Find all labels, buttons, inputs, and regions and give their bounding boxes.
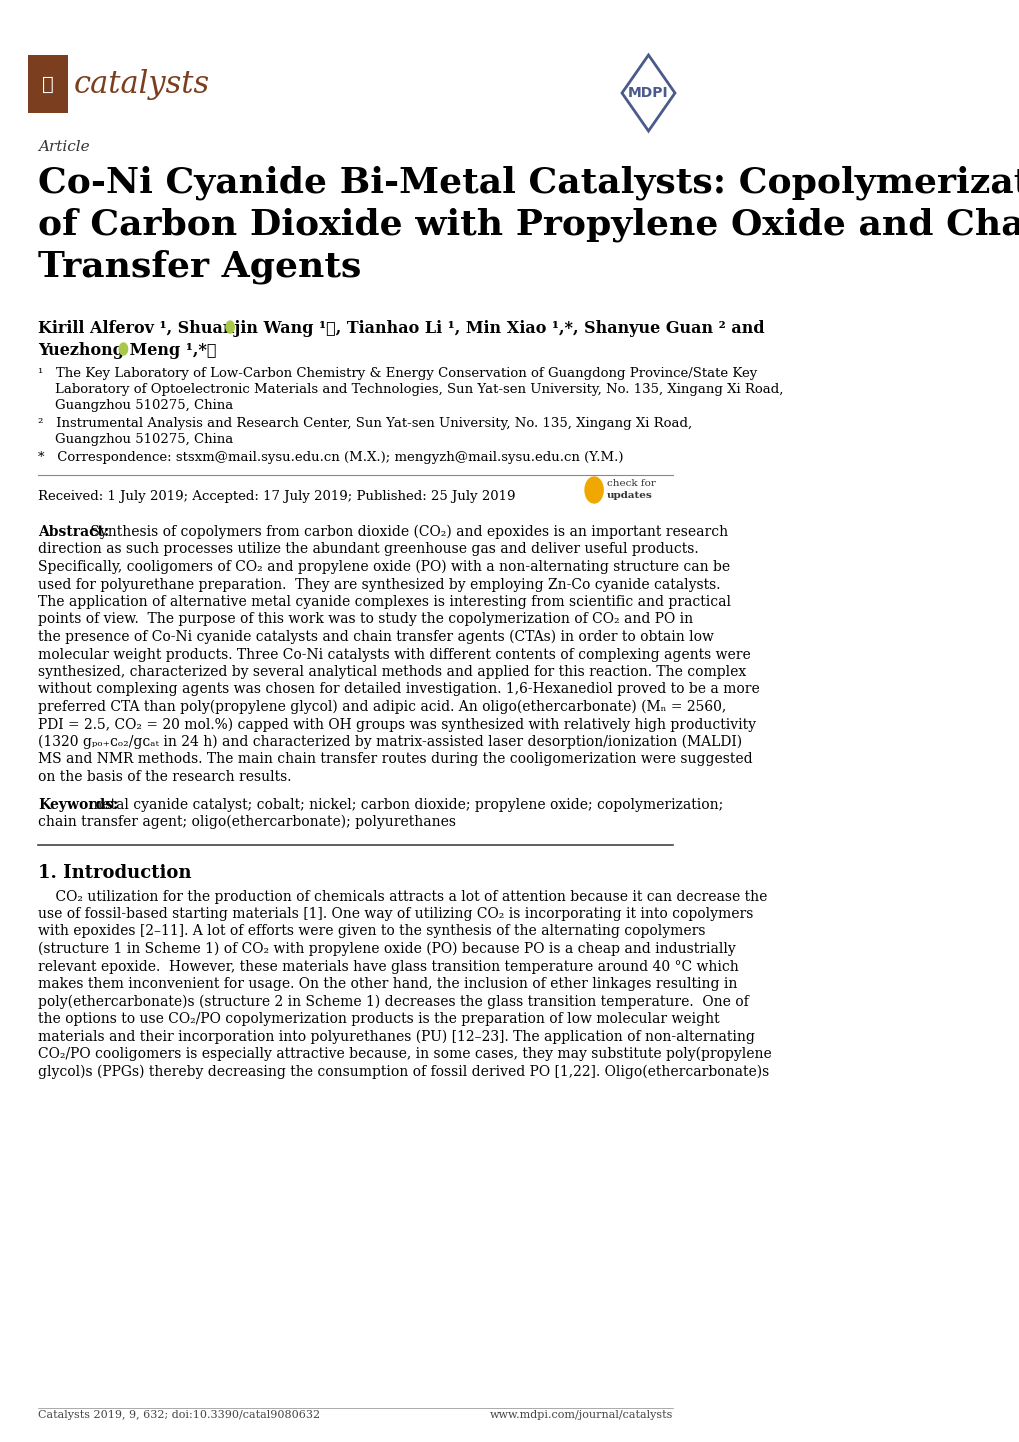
- Text: the presence of Co-Ni cyanide catalysts and chain transfer agents (CTAs) in orde: the presence of Co-Ni cyanide catalysts …: [39, 630, 713, 645]
- Text: used for polyurethane preparation.  They are synthesized by employing Zn-Co cyan: used for polyurethane preparation. They …: [39, 577, 720, 591]
- Text: on the basis of the research results.: on the basis of the research results.: [39, 770, 291, 784]
- Text: chain transfer agent; oligo(ethercarbonate); polyurethanes: chain transfer agent; oligo(ethercarbona…: [39, 815, 455, 829]
- Text: molecular weight products. Three Co-Ni catalysts with different contents of comp: molecular weight products. Three Co-Ni c…: [39, 647, 750, 662]
- Text: without complexing agents was chosen for detailed investigation. 1,6-Hexanediol : without complexing agents was chosen for…: [39, 682, 759, 696]
- Text: relevant epoxide.  However, these materials have glass transition temperature ar: relevant epoxide. However, these materia…: [39, 959, 739, 973]
- Text: CO₂/PO cooligomers is especially attractive because, in some cases, they may sub: CO₂/PO cooligomers is especially attract…: [39, 1047, 771, 1061]
- Text: 1. Introduction: 1. Introduction: [39, 865, 192, 883]
- Text: (1320 gₚₒ₊ᴄₒ₂/gᴄₐₜ in 24 h) and characterized by matrix-assisted laser desorptio: (1320 gₚₒ₊ᴄₒ₂/gᴄₐₜ in 24 h) and characte…: [39, 735, 742, 750]
- Text: Guangzhou 510275, China: Guangzhou 510275, China: [39, 433, 233, 446]
- Circle shape: [225, 322, 234, 333]
- Text: 🧪: 🧪: [42, 75, 54, 94]
- Text: iD: iD: [120, 346, 126, 352]
- Text: updates: updates: [606, 492, 652, 500]
- Text: with epoxides [2–11]. A lot of efforts were given to the synthesis of the altern: with epoxides [2–11]. A lot of efforts w…: [39, 924, 705, 939]
- Text: MS and NMR methods. The main chain transfer routes during the cooligomerization : MS and NMR methods. The main chain trans…: [39, 753, 752, 767]
- Text: PDI = 2.5, CO₂ = 20 mol.%) capped with OH groups was synthesized with relatively: PDI = 2.5, CO₂ = 20 mol.%) capped with O…: [39, 718, 756, 733]
- Text: Co-Ni Cyanide Bi-Metal Catalysts: Copolymerization: Co-Ni Cyanide Bi-Metal Catalysts: Copoly…: [39, 164, 1019, 199]
- Text: Transfer Agents: Transfer Agents: [39, 249, 362, 284]
- Text: materials and their incorporation into polyurethanes (PU) [12–23]. The applicati: materials and their incorporation into p…: [39, 1030, 754, 1044]
- Text: Specifically, cooligomers of CO₂ and propylene oxide (PO) with a non-alternating: Specifically, cooligomers of CO₂ and pro…: [39, 559, 730, 574]
- Text: Kirill Alferov ¹, Shuanjin Wang ¹ⓘ, Tianhao Li ¹, Min Xiao ¹,*, Shanyue Guan ² a: Kirill Alferov ¹, Shuanjin Wang ¹ⓘ, Tian…: [39, 320, 764, 337]
- Text: poly(ethercarbonate)s (structure 2 in Scheme 1) decreases the glass transition t: poly(ethercarbonate)s (structure 2 in Sc…: [39, 995, 748, 1009]
- Text: ✓: ✓: [587, 482, 600, 499]
- Text: www.mdpi.com/journal/catalysts: www.mdpi.com/journal/catalysts: [489, 1410, 673, 1420]
- Text: *   Correspondence: stsxm@mail.sysu.edu.cn (M.X.); mengyzh@mail.sysu.edu.cn (Y.M: * Correspondence: stsxm@mail.sysu.edu.cn…: [39, 451, 624, 464]
- Text: Abstract:: Abstract:: [39, 525, 109, 539]
- Text: metal cyanide catalyst; cobalt; nickel; carbon dioxide; propylene oxide; copolym: metal cyanide catalyst; cobalt; nickel; …: [89, 797, 722, 812]
- Text: Catalysts 2019, 9, 632; doi:10.3390/catal9080632: Catalysts 2019, 9, 632; doi:10.3390/cata…: [39, 1410, 320, 1420]
- Text: of Carbon Dioxide with Propylene Oxide and Chain: of Carbon Dioxide with Propylene Oxide a…: [39, 208, 1019, 241]
- Text: iD: iD: [226, 324, 233, 330]
- Text: (structure 1 in Scheme 1) of CO₂ with propylene oxide (PO) because PO is a cheap: (structure 1 in Scheme 1) of CO₂ with pr…: [39, 942, 736, 956]
- Text: Keywords:: Keywords:: [39, 797, 118, 812]
- Text: Yuezhong Meng ¹,*ⓘ: Yuezhong Meng ¹,*ⓘ: [39, 342, 217, 359]
- Text: Article: Article: [39, 140, 90, 154]
- Polygon shape: [622, 55, 675, 131]
- Text: check for: check for: [606, 480, 655, 489]
- Text: preferred CTA than poly(propylene glycol) and adipic acid. An oligo(ethercarbona: preferred CTA than poly(propylene glycol…: [39, 699, 726, 714]
- Text: points of view.  The purpose of this work was to study the copolymerization of C: points of view. The purpose of this work…: [39, 613, 693, 626]
- FancyBboxPatch shape: [28, 55, 68, 112]
- Text: MDPI: MDPI: [628, 87, 668, 99]
- Text: ²   Instrumental Analysis and Research Center, Sun Yat-sen University, No. 135, : ² Instrumental Analysis and Research Cen…: [39, 417, 692, 430]
- Text: ¹   The Key Laboratory of Low-Carbon Chemistry & Energy Conservation of Guangdon: ¹ The Key Laboratory of Low-Carbon Chemi…: [39, 368, 757, 381]
- Text: use of fossil-based starting materials [1]. One way of utilizing CO₂ is incorpor: use of fossil-based starting materials […: [39, 907, 753, 921]
- Text: makes them inconvenient for usage. On the other hand, the inclusion of ether lin: makes them inconvenient for usage. On th…: [39, 978, 737, 991]
- Text: Received: 1 July 2019; Accepted: 17 July 2019; Published: 25 July 2019: Received: 1 July 2019; Accepted: 17 July…: [39, 490, 516, 503]
- Text: glycol)s (PPGs) thereby decreasing the consumption of fossil derived PO [1,22]. : glycol)s (PPGs) thereby decreasing the c…: [39, 1064, 769, 1079]
- Text: synthesized, characterized by several analytical methods and applied for this re: synthesized, characterized by several an…: [39, 665, 746, 679]
- Circle shape: [585, 477, 602, 503]
- Text: CO₂ utilization for the production of chemicals attracts a lot of attention beca: CO₂ utilization for the production of ch…: [39, 890, 767, 904]
- Text: catalysts: catalysts: [73, 69, 210, 99]
- Circle shape: [119, 343, 127, 355]
- Text: the options to use CO₂/PO copolymerization products is the preparation of low mo: the options to use CO₂/PO copolymerizati…: [39, 1012, 719, 1027]
- Text: The application of alternative metal cyanide complexes is interesting from scien: The application of alternative metal cya…: [39, 596, 731, 609]
- Text: Guangzhou 510275, China: Guangzhou 510275, China: [39, 399, 233, 412]
- Text: direction as such processes utilize the abundant greenhouse gas and deliver usef: direction as such processes utilize the …: [39, 542, 698, 557]
- Text: Laboratory of Optoelectronic Materials and Technologies, Sun Yat-sen University,: Laboratory of Optoelectronic Materials a…: [39, 384, 783, 397]
- Text: Synthesis of copolymers from carbon dioxide (CO₂) and epoxides is an important r: Synthesis of copolymers from carbon diox…: [86, 525, 728, 539]
